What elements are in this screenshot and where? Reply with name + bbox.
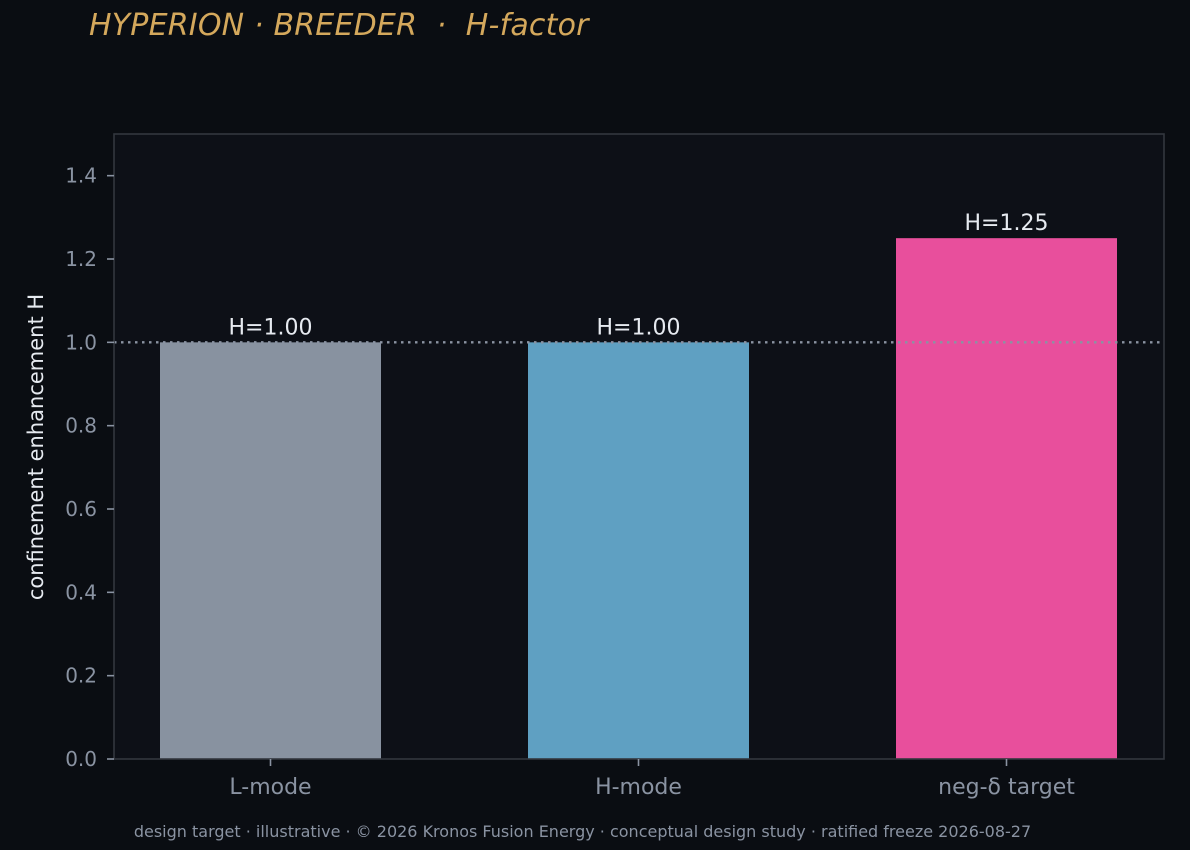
y-tick-label-6: 1.2 (65, 247, 97, 271)
bar-2 (896, 238, 1117, 759)
x-category-label-1: H-mode (595, 775, 682, 800)
x-axis: L-mode H-mode neg-δ target (229, 759, 1075, 800)
y-tick-label-7: 1.4 (65, 164, 97, 188)
y-axis-title: confinement enhancement H (24, 294, 48, 600)
footer-note: design target · illustrative · © 2026 Kr… (133, 822, 1032, 841)
chart-title: HYPERION · BREEDER · H-factor (89, 8, 589, 43)
y-tick-label-2: 0.4 (65, 580, 97, 604)
bar-data-label-1: H=1.00 (597, 315, 681, 340)
y-tick-label-5: 1.0 (65, 330, 97, 354)
y-axis: 0.0 0.2 0.4 0.6 0.8 1.0 1.2 1.4 (65, 164, 114, 771)
y-tick-label-4: 0.8 (65, 414, 97, 438)
x-category-label-2: neg-δ target (938, 775, 1075, 800)
y-tick-label-1: 0.2 (65, 664, 97, 688)
bar-data-label-0: H=1.00 (229, 315, 313, 340)
bar-1 (528, 342, 749, 759)
y-tick-label-0: 0.0 (65, 747, 97, 771)
data-labels-layer: H=1.00 H=1.00 H=1.25 (229, 211, 1049, 340)
y-tick-label-3: 0.6 (65, 497, 97, 521)
x-category-label-0: L-mode (229, 775, 311, 800)
bar-data-label-2: H=1.25 (965, 211, 1049, 236)
bars-layer (160, 238, 1117, 759)
bar-0 (160, 342, 381, 759)
